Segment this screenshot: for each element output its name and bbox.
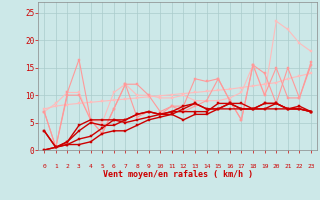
X-axis label: Vent moyen/en rafales ( km/h ): Vent moyen/en rafales ( km/h ) (103, 170, 252, 179)
